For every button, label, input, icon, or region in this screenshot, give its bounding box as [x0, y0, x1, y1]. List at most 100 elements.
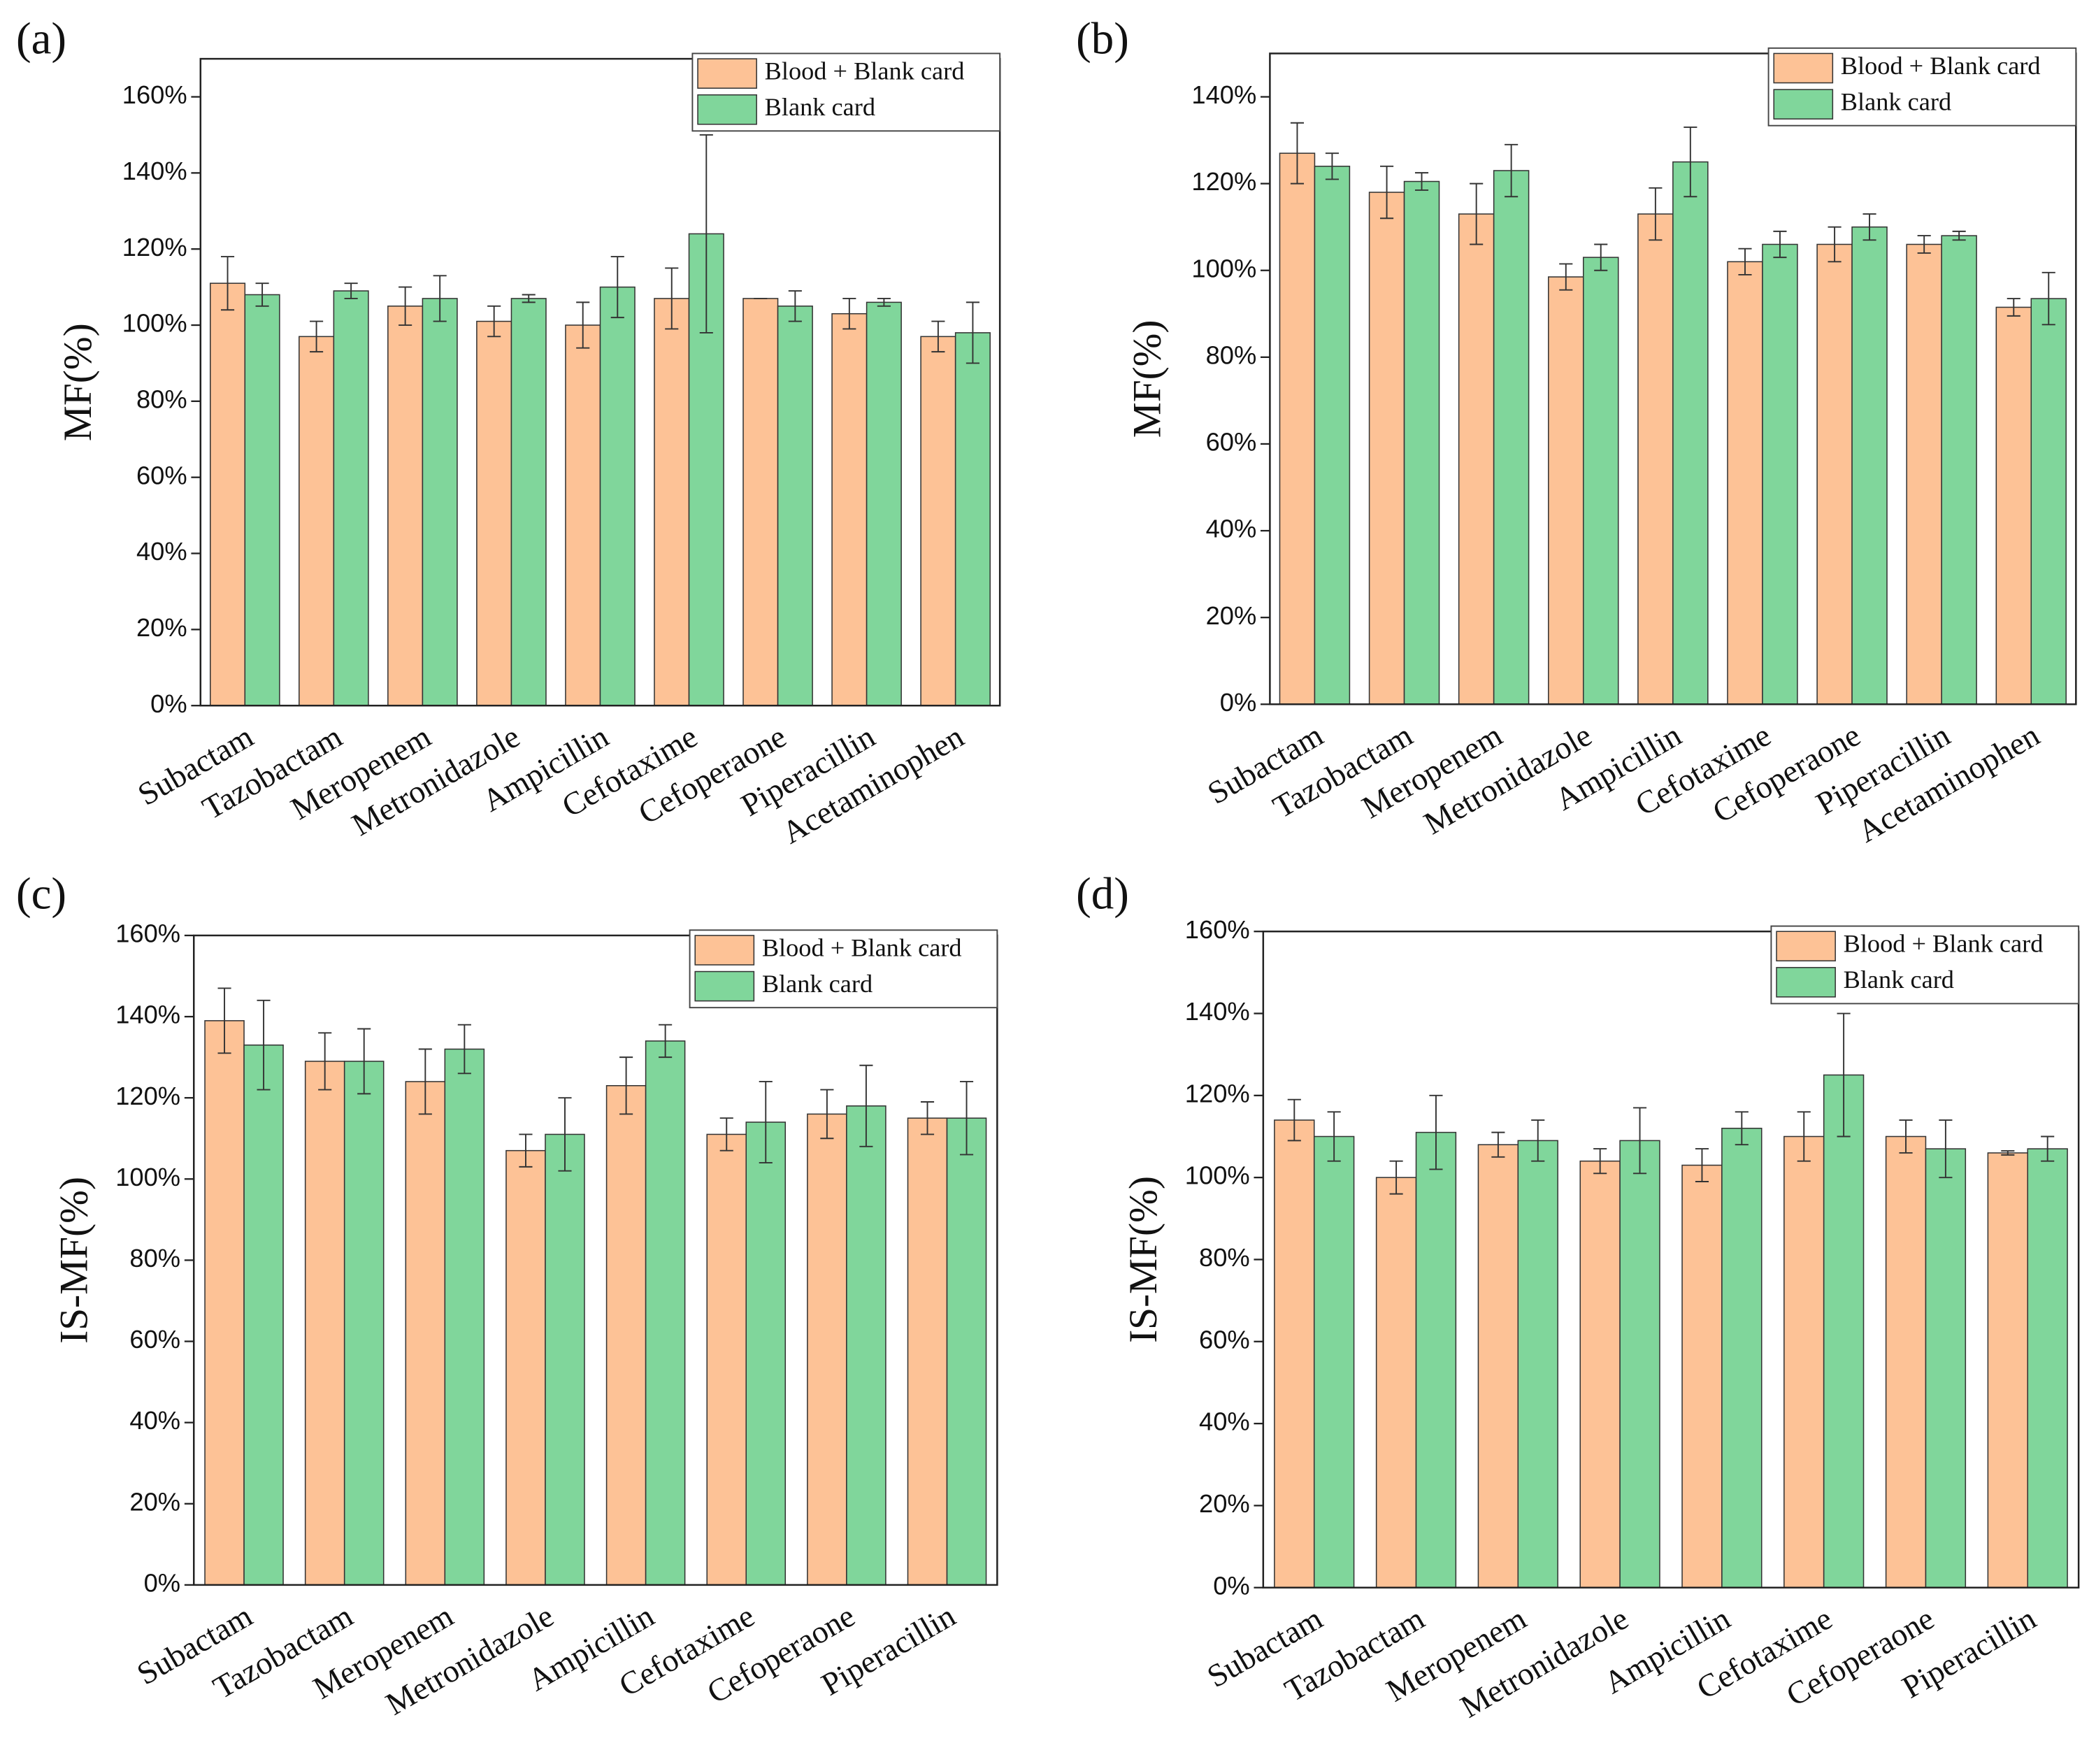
panel-label: (d)	[1076, 869, 1129, 919]
y-tick-label: 160%	[1185, 915, 1250, 944]
error-bar	[399, 286, 412, 326]
panel-label: (c)	[16, 869, 66, 919]
y-tick-label: 80%	[1199, 1243, 1250, 1272]
error-bar	[665, 267, 679, 330]
bar	[1681, 1164, 1723, 1589]
y-tick-label: 100%	[122, 309, 187, 338]
bar	[1783, 1135, 1825, 1589]
bar	[343, 1061, 385, 1586]
error-bar	[659, 1024, 673, 1059]
y-axis-title: IS-MF(%)	[52, 1177, 96, 1344]
y-tick-label: 0%	[1220, 688, 1256, 717]
error-bar	[1649, 187, 1663, 241]
y-tick-label: 60%	[129, 1325, 180, 1354]
bar	[299, 336, 335, 706]
bar	[1619, 1140, 1660, 1589]
bar	[777, 306, 813, 706]
y-axis-title: MF(%)	[1126, 320, 1170, 438]
error-bar	[220, 256, 235, 311]
error-bar	[576, 301, 590, 349]
error-bar	[1735, 1111, 1749, 1146]
plot-frame	[192, 934, 998, 1586]
y-tick-label: 20%	[129, 1487, 180, 1516]
bar	[706, 1133, 747, 1586]
error-bar	[1899, 1119, 1913, 1154]
error-bar	[1828, 226, 1842, 263]
y-tick-label: 40%	[129, 1406, 180, 1435]
bar	[2030, 298, 2067, 705]
error-bar	[457, 1024, 471, 1075]
bar	[1368, 192, 1405, 705]
y-tick-label: 60%	[136, 461, 187, 489]
error-bar	[1290, 122, 1305, 185]
error-bar	[719, 1117, 733, 1152]
error-bar	[1414, 172, 1429, 191]
y-tick-label: 0%	[1213, 1571, 1249, 1600]
legend-swatch	[697, 94, 757, 125]
error-bar	[966, 301, 979, 364]
error-bar	[1327, 1111, 1341, 1162]
bar	[1885, 1135, 1927, 1589]
error-bar	[1594, 243, 1608, 271]
bar	[243, 1044, 284, 1586]
error-bar	[2001, 1150, 2015, 1156]
bar	[954, 332, 991, 706]
error-bar	[558, 1097, 572, 1172]
bar	[1727, 261, 1763, 705]
error-bar	[920, 1101, 935, 1135]
error-bar	[217, 987, 231, 1054]
bar	[1279, 152, 1316, 705]
legend-label: Blood + Blank card	[1844, 930, 2044, 958]
error-bar	[522, 294, 536, 303]
error-bar	[318, 1032, 332, 1091]
error-bar	[931, 320, 945, 353]
legend-swatch	[1773, 89, 1834, 120]
error-bar	[433, 275, 447, 322]
bar	[545, 1133, 585, 1586]
y-tick-label: 40%	[1206, 515, 1257, 543]
error-bar	[2041, 1135, 2055, 1162]
bar	[907, 1117, 948, 1586]
error-bar	[344, 282, 358, 299]
y-tick-label: 160%	[122, 80, 187, 109]
error-bar	[877, 297, 891, 307]
bar	[505, 1149, 546, 1586]
y-tick-label: 100%	[115, 1163, 180, 1191]
bar	[1851, 226, 1888, 705]
bar	[387, 306, 424, 706]
y-tick-label: 20%	[1206, 601, 1257, 630]
error-bar	[1684, 126, 1697, 198]
bar	[605, 1085, 647, 1586]
bar	[920, 336, 956, 706]
legend-label: Blank card	[765, 93, 875, 121]
error-bar	[1695, 1148, 1709, 1182]
legend-label: Blood + Blank card	[762, 933, 962, 961]
error-bar	[820, 1089, 834, 1140]
bar	[1637, 213, 1674, 705]
bar	[244, 294, 280, 706]
error-bar	[1380, 165, 1394, 220]
bar	[510, 298, 547, 706]
bar	[654, 298, 690, 706]
bar	[866, 301, 902, 706]
error-bar	[310, 320, 324, 353]
bar	[1314, 166, 1351, 705]
error-bar	[1531, 1119, 1545, 1162]
bar	[1548, 276, 1584, 705]
bar	[1925, 1148, 1967, 1589]
y-tick-label: 140%	[115, 1001, 180, 1029]
y-tick-label: 80%	[136, 385, 187, 413]
bar	[444, 1048, 485, 1586]
bar	[1477, 1144, 1519, 1589]
y-tick-label: 80%	[129, 1244, 180, 1272]
bar	[476, 320, 512, 706]
bar	[1403, 180, 1440, 705]
bar	[2027, 1148, 2068, 1589]
error-bar	[2041, 271, 2055, 326]
bar	[1274, 1119, 1315, 1589]
plot-frame	[1262, 930, 2080, 1589]
y-tick-label: 0%	[144, 1568, 180, 1597]
y-tick-label: 120%	[122, 233, 187, 261]
y-tick-label: 40%	[1199, 1407, 1250, 1436]
